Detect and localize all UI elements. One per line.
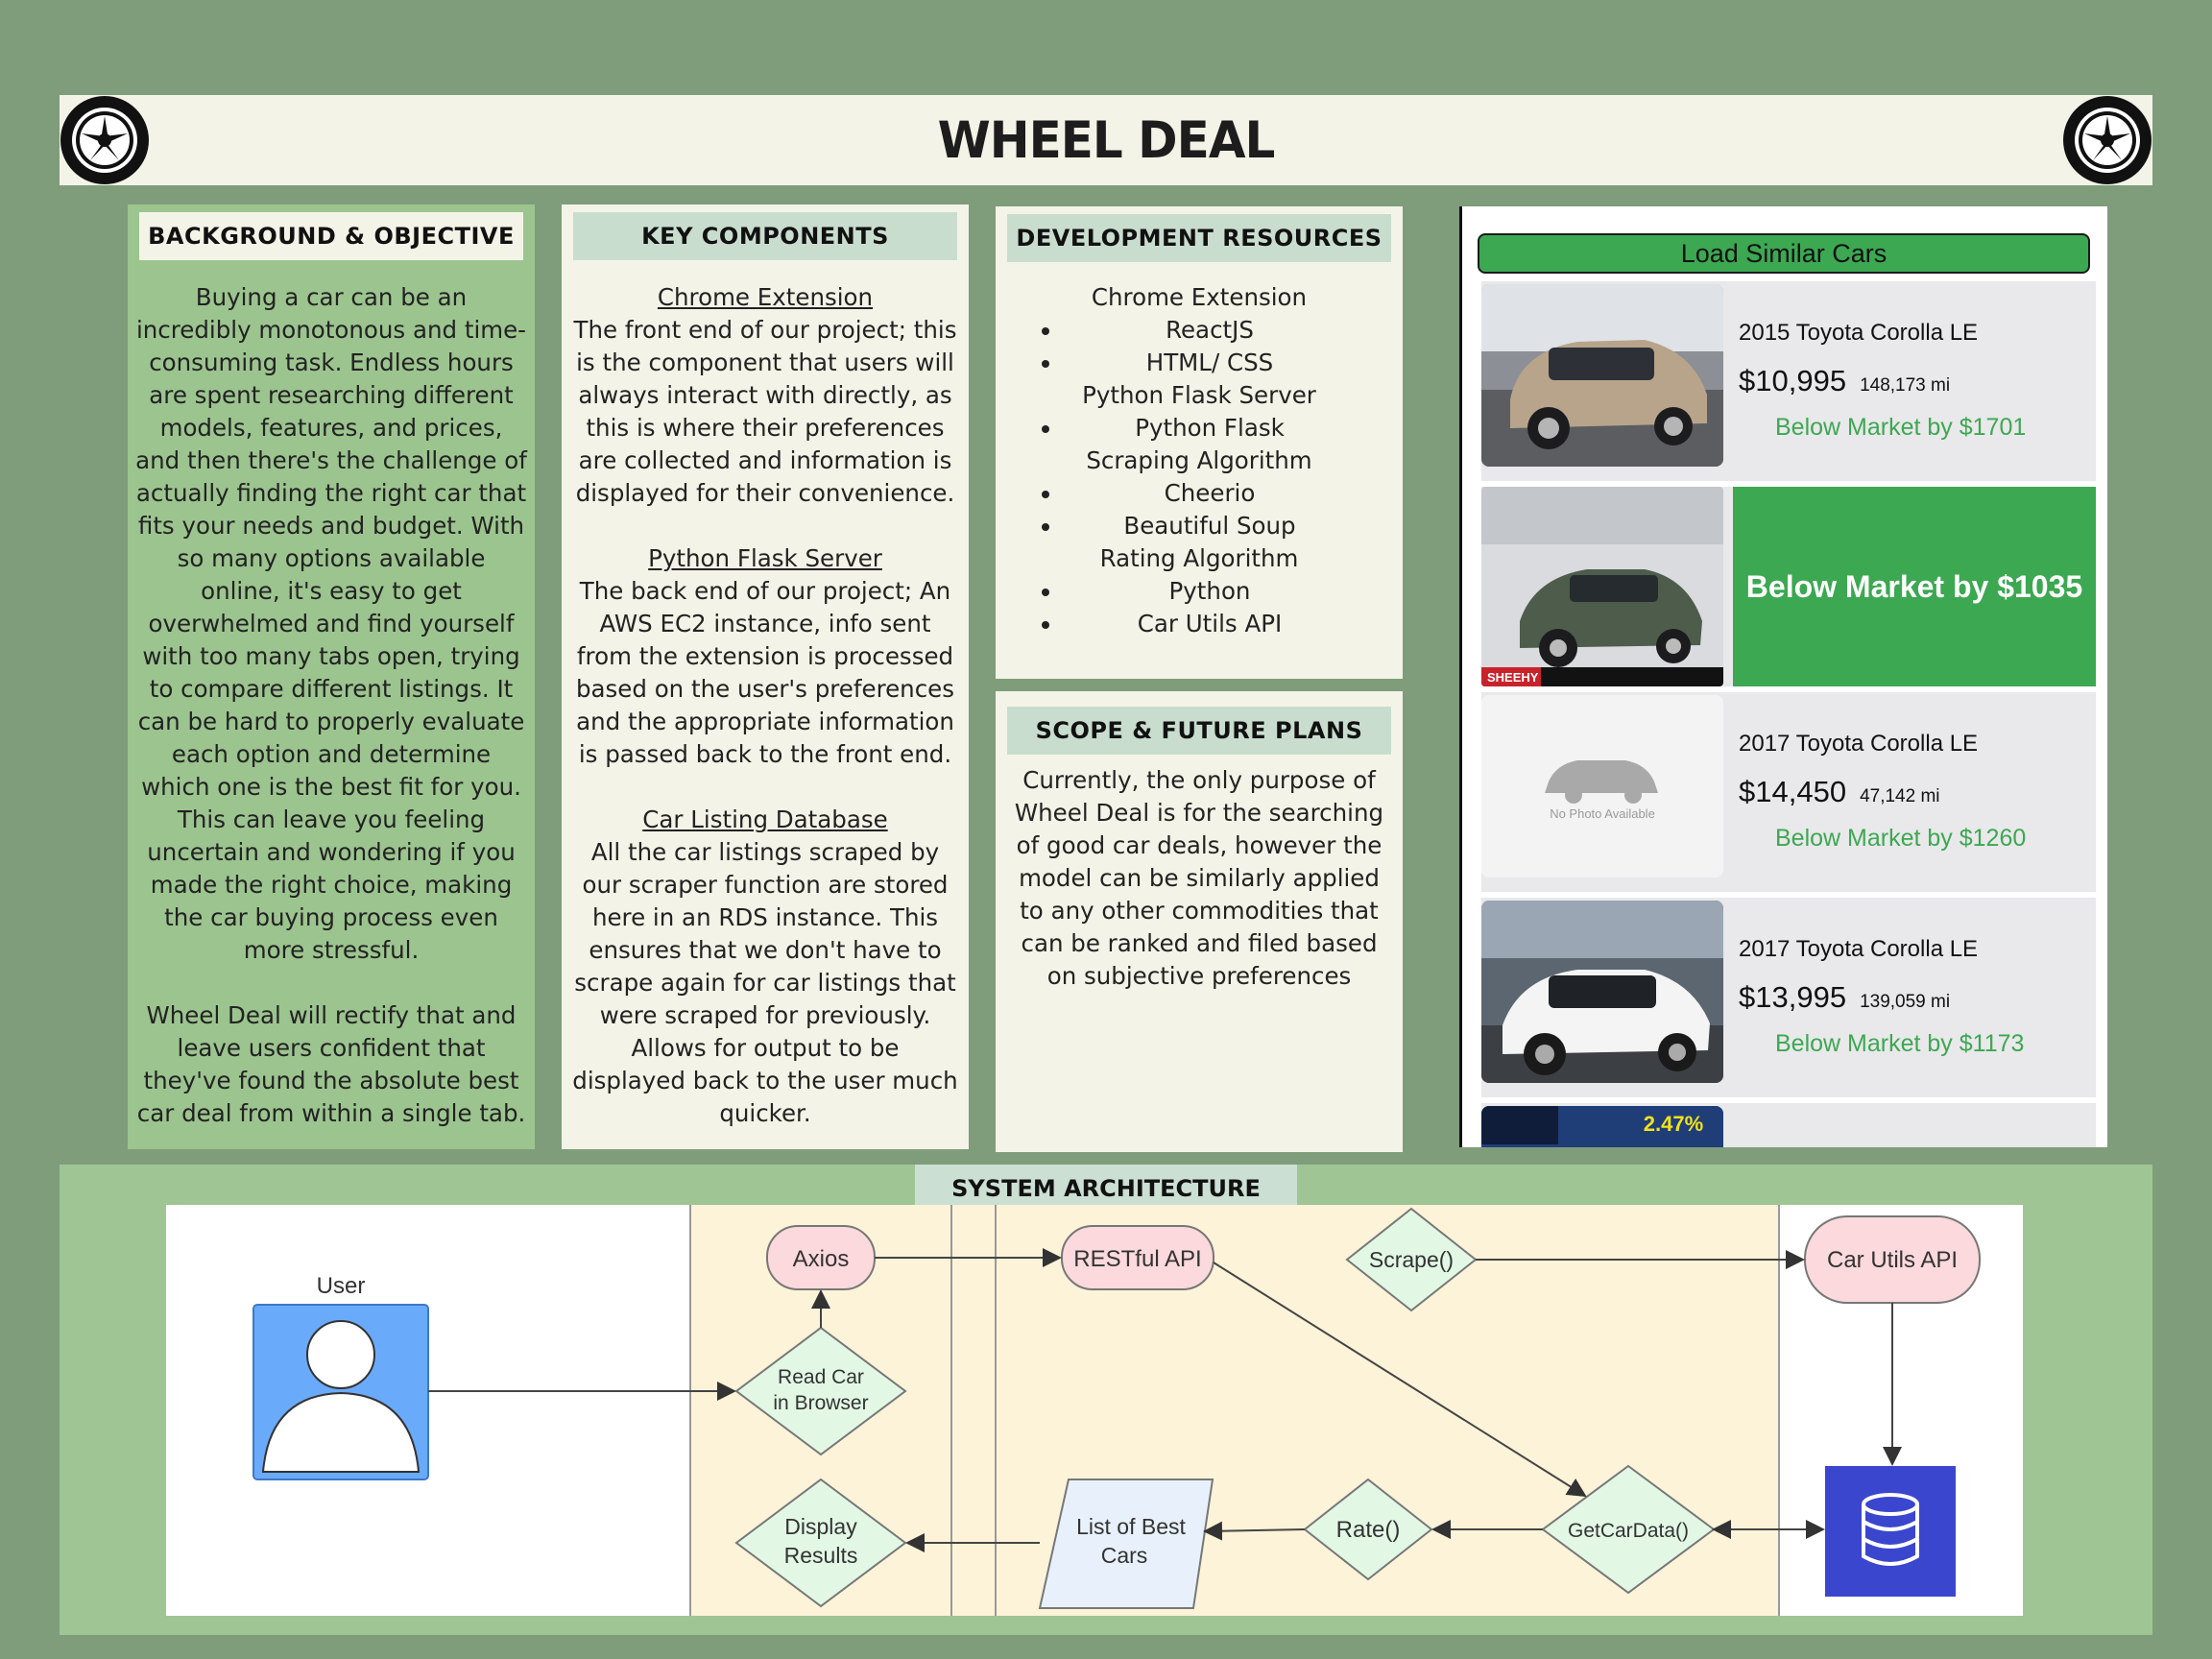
listing-title: 2015 Toyota Corolla LE	[1739, 320, 1979, 346]
list-of-best-cars-node: List of Best Cars	[1038, 1479, 1214, 1609]
wheel-icon	[60, 96, 149, 184]
resource-group-title: Rating Algorithm	[1099, 544, 1299, 572]
listing-price: $10,995	[1739, 364, 1847, 397]
component-title: Chrome Extension	[657, 283, 874, 311]
header-banner: WHEEL DEAL	[60, 95, 2152, 185]
listing-title: 2017 Toyota Corolla LE	[1739, 731, 1979, 757]
svg-text:Results: Results	[784, 1543, 858, 1568]
background-heading: BACKGROUND & OBJECTIVE	[139, 212, 523, 260]
poster-title: WHEEL DEAL	[937, 110, 1276, 170]
architecture-diagram: User Axios Read Car in Browser Display R…	[166, 1205, 2023, 1616]
listing-card[interactable]: SHEEHY Below Market by $1035	[1481, 487, 2096, 686]
svg-text:Car Utils API: Car Utils API	[1827, 1247, 1958, 1273]
car-photo: SHEEHY	[1481, 487, 1723, 686]
svg-text:Rate(): Rate()	[1336, 1517, 1401, 1543]
listing-title: 2017 Toyota Corolla LE	[1739, 936, 1979, 962]
below-market-banner: Below Market by $1035	[1733, 487, 2096, 686]
svg-text:Axios: Axios	[793, 1246, 850, 1272]
key-components-heading: KEY COMPONENTS	[573, 212, 957, 260]
listing-card[interactable]: 2015 Toyota Corolla LE $10,995 148,173 mi…	[1481, 281, 2096, 481]
resource-item: HTML/ CSS	[1063, 347, 1395, 379]
rate-node: Rate()	[1303, 1478, 1433, 1581]
wheel-icon	[2063, 96, 2152, 184]
svg-text:Display: Display	[784, 1514, 857, 1539]
svg-text:List of Best: List of Best	[1076, 1514, 1186, 1539]
listing-mileage: 148,173 mi	[1860, 375, 1951, 396]
rate-badge: 2.47%	[1644, 1112, 1703, 1136]
resource-item: ReactJS	[1063, 314, 1395, 347]
car-photo	[1481, 901, 1723, 1083]
resource-group-title: Scraping Algorithm	[1086, 446, 1312, 474]
svg-text:Scrape(): Scrape()	[1369, 1247, 1454, 1272]
component-text: The back end of our project; An AWS EC2 …	[575, 577, 955, 768]
car-photo: 2.47%	[1481, 1106, 1723, 1147]
scrape-node: Scrape()	[1345, 1207, 1478, 1312]
listing-card[interactable]: No Photo Available 2017 Toyota Corolla L…	[1481, 692, 2096, 892]
component-text: All the car listings scraped by our scra…	[572, 838, 958, 1127]
user-icon	[252, 1304, 429, 1480]
car-utils-api-node: Car Utils API	[1804, 1215, 1981, 1304]
scope-panel: SCOPE & FUTURE PLANS Currently, the only…	[996, 691, 1403, 1152]
get-car-data-node: GetCarData()	[1541, 1464, 1716, 1595]
listing-price: $14,450	[1739, 775, 1847, 808]
svg-text:RESTful API: RESTful API	[1073, 1246, 1201, 1272]
scope-text: Currently, the only purpose of Wheel Dea…	[1014, 766, 1384, 990]
resource-group-title: Chrome Extension	[1091, 283, 1308, 311]
below-market-text: Below Market by $1701	[1775, 414, 2027, 441]
architecture-heading: SYSTEM ARCHITECTURE	[915, 1165, 1297, 1207]
listing-card[interactable]: 2.47%	[1481, 1103, 2096, 1147]
dealer-label: SHEEHY	[1487, 670, 1539, 685]
resource-item: Beautiful Soup	[1063, 510, 1395, 542]
axios-node: Axios	[766, 1225, 876, 1290]
listing-card[interactable]: 2017 Toyota Corolla LE $13,995 139,059 mi…	[1481, 898, 2096, 1097]
listing-mileage: 139,059 mi	[1860, 992, 1951, 1012]
component-text: The front end of our project; this is th…	[573, 316, 957, 507]
scope-heading: SCOPE & FUTURE PLANS	[1007, 707, 1391, 755]
car-photo: No Photo Available	[1481, 695, 1723, 878]
key-components-panel: KEY COMPONENTS Chrome Extension The fron…	[562, 204, 969, 1149]
resource-item: Car Utils API	[1063, 608, 1395, 640]
resource-item: Cheerio	[1063, 477, 1395, 510]
read-car-node: Read Car in Browser	[734, 1326, 907, 1456]
car-photo	[1481, 284, 1723, 467]
background-paragraph: Wheel Deal will rectify that and leave u…	[136, 1001, 526, 1127]
background-paragraph: Buying a car can be an incredibly monoto…	[135, 283, 527, 964]
display-results-node: Display Results	[734, 1478, 907, 1608]
user-label: User	[317, 1273, 366, 1299]
restful-api-node: RESTful API	[1061, 1225, 1214, 1290]
dev-resources-heading: DEVELOPMENT RESOURCES	[1007, 214, 1391, 262]
dev-resources-panel: DEVELOPMENT RESOURCES Chrome Extension R…	[996, 206, 1403, 679]
extension-screenshot: Load Similar Cars 2015 Toyota Corolla LE…	[1459, 206, 2107, 1147]
component-title: Python Flask Server	[648, 544, 882, 572]
component-title: Car Listing Database	[642, 805, 888, 833]
resource-group-title: Python Flask Server	[1082, 381, 1316, 409]
listing-price: $13,995	[1739, 980, 1847, 1014]
svg-text:Read Car: Read Car	[778, 1366, 864, 1388]
below-market-text: Below Market by $1260	[1775, 825, 2027, 852]
svg-text:Cars: Cars	[1101, 1543, 1148, 1568]
svg-text:GetCarData(): GetCarData()	[1568, 1520, 1689, 1542]
below-market-text: Below Market by $1173	[1775, 1030, 2025, 1057]
background-panel: BACKGROUND & OBJECTIVE Buying a car can …	[128, 204, 535, 1149]
resource-item: Python Flask	[1063, 412, 1395, 445]
resource-item: Python	[1063, 575, 1395, 608]
no-photo-label: No Photo Available	[1550, 806, 1655, 821]
database-icon	[1825, 1466, 1956, 1597]
svg-text:in Browser: in Browser	[773, 1392, 868, 1414]
listing-mileage: 47,142 mi	[1860, 786, 1940, 806]
load-similar-cars-button[interactable]: Load Similar Cars	[1478, 233, 2090, 274]
